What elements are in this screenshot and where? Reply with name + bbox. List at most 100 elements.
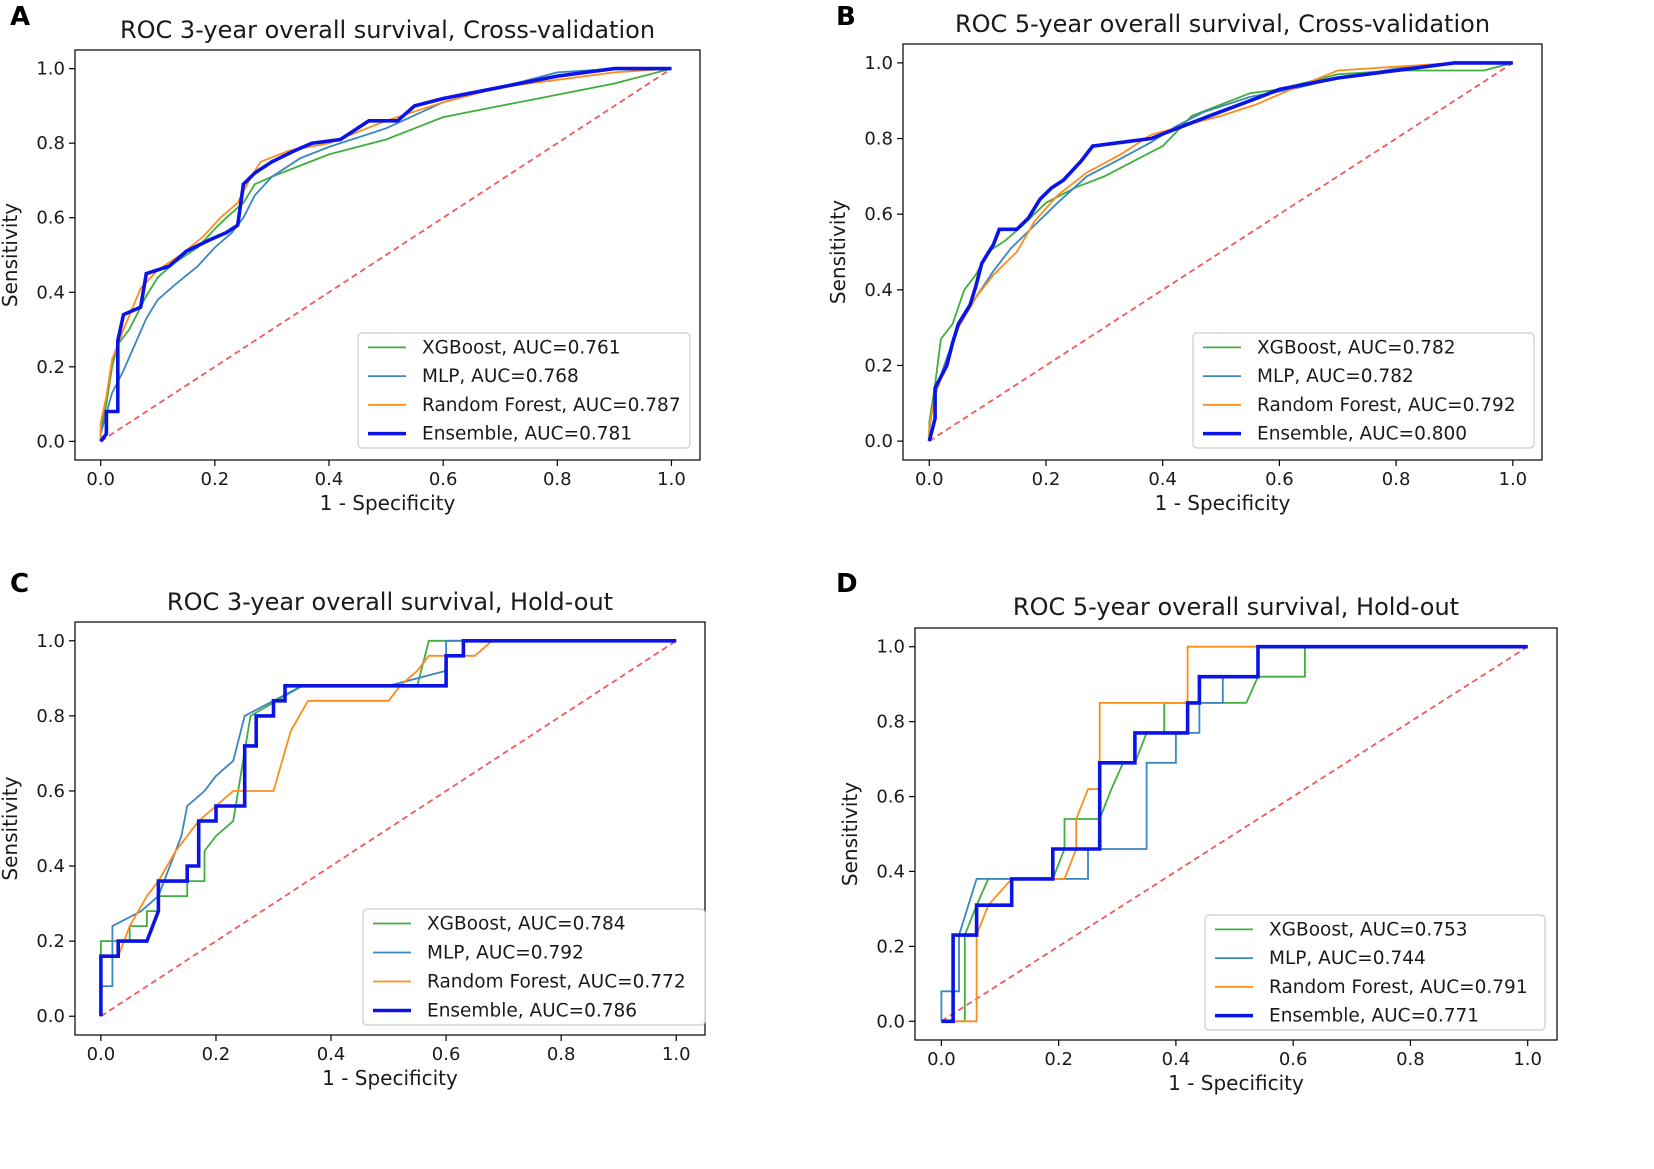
roc-curve-random-forest [941, 645, 1528, 1023]
y-tick-label: 0.0 [36, 431, 65, 452]
legend-entry: MLP, AUC=0.792 [427, 943, 584, 964]
roc-curve-ensemble [99, 66, 672, 443]
chance-line [100, 640, 677, 1017]
chance-line [928, 62, 1514, 442]
legend: XGBoost, AUC=0.784 MLP, AUC=0.792 Random F… [362, 908, 706, 1026]
y-tick-label: 0.4 [876, 861, 905, 882]
y-axis-label: Sensitivity [838, 782, 862, 886]
y-tick-label: 0.8 [36, 706, 65, 727]
y-tick-label: 0.2 [36, 931, 65, 952]
panel-letter: B [836, 2, 856, 32]
legend-entry: MLP, AUC=0.768 [422, 366, 579, 387]
roc-curve-ensemble [941, 644, 1528, 1024]
legend-entry: MLP, AUC=0.782 [1257, 366, 1414, 387]
x-tick-label: 1.0 [1513, 1049, 1542, 1070]
legend-entry: Random Forest, AUC=0.792 [1257, 395, 1516, 416]
x-tick-label: 0.6 [1279, 1049, 1308, 1070]
panel-letter: C [10, 569, 29, 599]
x-tick-label: 0.4 [315, 469, 344, 490]
y-axis-label: Sensitivity [826, 200, 850, 304]
y-tick-label: 0.2 [864, 355, 893, 376]
y-tick-label: 0.6 [876, 787, 905, 808]
legend-entry: MLP, AUC=0.744 [1269, 948, 1426, 969]
y-tick-label: 0.4 [864, 280, 893, 301]
chart-title: ROC 5-year overall survival, Cross-valid… [955, 10, 1490, 38]
legend-entry: Ensemble, AUC=0.771 [1269, 1006, 1479, 1027]
y-tick-label: 0.6 [864, 204, 893, 225]
panel-letter: D [836, 569, 858, 599]
y-tick-label: 0.8 [876, 712, 905, 733]
x-axis-label: 1 - Specificity [322, 1066, 458, 1090]
x-axis-label: 1 - Specificity [320, 491, 456, 515]
x-axis-label: 1 - Specificity [1168, 1071, 1304, 1095]
chance-line [940, 645, 1529, 1023]
legend-entry: Random Forest, AUC=0.787 [422, 395, 681, 416]
x-tick-label: 0.0 [915, 469, 944, 490]
chart-panel-c: C ROC 3-year overall survival, Hold-out 0.… [0, 569, 706, 1090]
y-tick-label: 1.0 [876, 637, 905, 658]
axes-frame [74, 49, 701, 461]
legend-entry: XGBoost, AUC=0.753 [1269, 919, 1468, 940]
chart-title: ROC 3-year overall survival, Cross-valid… [120, 16, 655, 44]
x-tick-label: 0.2 [1044, 1049, 1073, 1070]
axes-frame [902, 43, 1543, 461]
x-tick-label: 0.8 [547, 1044, 576, 1065]
chance-line [100, 67, 672, 443]
y-tick-label: 0.4 [36, 282, 65, 303]
legend-entry: Ensemble, AUC=0.781 [422, 424, 632, 445]
legend-entry: Random Forest, AUC=0.772 [427, 972, 686, 993]
legend-box [357, 332, 691, 449]
x-tick-label: 0.6 [429, 469, 458, 490]
y-tick-label: 0.6 [36, 208, 65, 229]
y-tick-label: 0.2 [36, 357, 65, 378]
legend-entry: XGBoost, AUC=0.761 [422, 337, 621, 358]
x-tick-label: 0.8 [543, 469, 572, 490]
y-axis-label: Sensitivity [0, 203, 22, 307]
y-axis-label: Sensitivity [0, 776, 22, 880]
legend-entry: Ensemble, AUC=0.800 [1257, 424, 1467, 445]
y-tick-label: 0.4 [36, 856, 65, 877]
x-tick-label: 0.0 [927, 1049, 956, 1070]
chart-title: ROC 5-year overall survival, Hold-out [1013, 593, 1459, 621]
legend-entry: XGBoost, AUC=0.782 [1257, 337, 1456, 358]
x-tick-label: 1.0 [662, 1044, 691, 1065]
chart-title: ROC 3-year overall survival, Hold-out [167, 588, 613, 616]
x-tick-label: 0.4 [1162, 1049, 1191, 1070]
y-tick-label: 1.0 [36, 631, 65, 652]
roc-curve-random-forest [100, 639, 677, 1017]
x-tick-label: 0.8 [1382, 469, 1411, 490]
x-tick-label: 0.6 [1265, 469, 1294, 490]
x-tick-label: 0.8 [1396, 1049, 1425, 1070]
legend-box [1204, 914, 1546, 1031]
legend-box [362, 908, 706, 1026]
roc-curve-ensemble [99, 639, 677, 1017]
x-tick-label: 1.0 [1499, 469, 1528, 490]
x-tick-label: 0.4 [317, 1044, 346, 1065]
legend-box [1192, 332, 1535, 449]
legend: XGBoost, AUC=0.761 MLP, AUC=0.768 Random F… [357, 332, 691, 449]
y-tick-label: 0.8 [864, 129, 893, 150]
y-tick-label: 0.0 [36, 1006, 65, 1027]
chart-panel-a: A ROC 3-year overall survival, Cross-vali… [0, 2, 701, 515]
y-tick-label: 0.8 [36, 133, 65, 154]
y-tick-label: 0.2 [876, 936, 905, 957]
chart-panel-b: B ROC 5-year overall survival, Cross-vali… [826, 2, 1543, 515]
x-tick-label: 0.6 [432, 1044, 461, 1065]
panel-letter: A [10, 2, 30, 32]
y-tick-label: 0.0 [876, 1011, 905, 1032]
axes-frame [74, 621, 706, 1036]
x-tick-label: 0.0 [87, 1044, 116, 1065]
x-tick-label: 0.2 [202, 1044, 231, 1065]
chart-panel-d: D ROC 5-year overall survival, Hold-out 0.… [836, 569, 1558, 1095]
legend-entry: XGBoost, AUC=0.784 [427, 914, 626, 935]
legend-entry: Random Forest, AUC=0.791 [1269, 977, 1528, 998]
roc-curve-ensemble [927, 61, 1513, 442]
x-tick-label: 0.0 [86, 469, 115, 490]
legend: XGBoost, AUC=0.753 MLP, AUC=0.744 Random F… [1204, 914, 1546, 1031]
legend-entry: Ensemble, AUC=0.786 [427, 1001, 637, 1022]
x-tick-label: 0.2 [201, 469, 230, 490]
x-axis-label: 1 - Specificity [1155, 491, 1291, 515]
axes-frame [914, 627, 1558, 1041]
y-tick-label: 0.6 [36, 781, 65, 802]
